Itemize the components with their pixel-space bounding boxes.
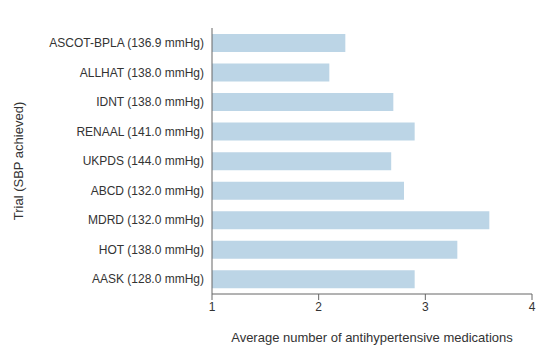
svg-text:Trial (SBP achieved): Trial (SBP achieved) (11, 102, 26, 221)
svg-text:Average number of antihyperten: Average number of antihypertensive medic… (231, 330, 513, 345)
svg-text:MDRD (132.0 mmHg): MDRD (132.0 mmHg) (88, 213, 204, 227)
svg-text:3: 3 (422, 300, 429, 314)
svg-text:RENAAL (141.0 mmHg): RENAAL (141.0 mmHg) (76, 125, 204, 139)
svg-text:ASCOT-BPLA (136.9 mmHg): ASCOT-BPLA (136.9 mmHg) (49, 36, 204, 50)
svg-text:HOT (138.0 mmHg): HOT (138.0 mmHg) (99, 243, 204, 257)
svg-text:ABCD (132.0 mmHg): ABCD (132.0 mmHg) (91, 184, 204, 198)
svg-text:2: 2 (315, 300, 322, 314)
svg-text:4: 4 (529, 300, 536, 314)
svg-text:ALLHAT (138.0 mmHg): ALLHAT (138.0 mmHg) (80, 66, 204, 80)
svg-text:AASK (128.0 mmHg): AASK (128.0 mmHg) (92, 272, 204, 286)
svg-text:UKPDS (144.0 mmHg): UKPDS (144.0 mmHg) (83, 154, 204, 168)
svg-text:1: 1 (209, 300, 216, 314)
svg-text:IDNT (138.0 mmHg): IDNT (138.0 mmHg) (96, 95, 204, 109)
